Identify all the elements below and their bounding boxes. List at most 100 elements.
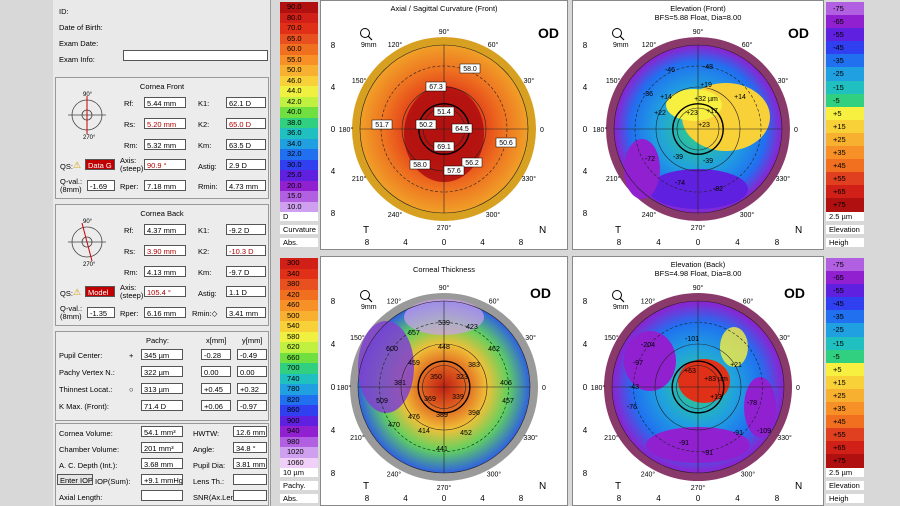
elevation-front-map[interactable]: 90° 60° 30° 0 330° 300° 270° 240° 210° 180° 150° 12… xyxy=(572,0,824,250)
scale-step: -65 xyxy=(826,15,864,29)
pachy-row-x: +0.06 xyxy=(201,400,231,411)
map-zone xyxy=(624,139,660,199)
scale-step: 700 xyxy=(280,363,318,374)
pachy-row-x: 0.00 xyxy=(201,366,231,377)
pachy-row-y: +0.32 xyxy=(237,383,267,394)
degree-label: 180° xyxy=(591,384,606,392)
front-rs-label: Rs: xyxy=(124,120,136,129)
temporal-label: T xyxy=(363,225,369,236)
scale-step: 660 xyxy=(280,352,318,363)
front-rm-label: Rm: xyxy=(124,141,138,150)
scale-step: 740 xyxy=(280,373,318,384)
scale-step: -35 xyxy=(826,54,864,68)
enter-iop-button[interactable]: Enter IOP xyxy=(57,474,93,485)
scale-step: 500 xyxy=(280,310,318,321)
exam-date-label: Exam Date: xyxy=(59,39,99,48)
degree-label: 210° xyxy=(352,175,367,183)
back-rf-label: Rf: xyxy=(124,226,134,235)
scale-step: +15 xyxy=(826,375,864,389)
scale-step: -15 xyxy=(826,336,864,350)
curvature-color-scale: 90.0 80.0 70.0 65.0 60.0 55.0 50.0 46.0 44.0 42.0… xyxy=(280,2,318,212)
y-tick-label: 0 xyxy=(331,125,336,134)
map-value-label: -43 xyxy=(629,384,639,391)
degree-label: 270° xyxy=(437,484,452,492)
map-value-box xyxy=(425,81,447,92)
elev-back-scale-type: Heigh xyxy=(826,494,864,503)
back-qs-badge[interactable]: Model xyxy=(85,286,115,297)
y-tick-label: 8 xyxy=(331,41,336,50)
scale-step: -25 xyxy=(826,323,864,337)
scale-step: +45 xyxy=(826,415,864,429)
front-axis-value: 90.9 ° xyxy=(144,159,186,170)
temporal-label: T xyxy=(615,481,621,492)
axial-value xyxy=(141,490,183,501)
front-qs-badge[interactable]: Data G xyxy=(85,159,115,170)
id-label: ID: xyxy=(59,7,69,16)
front-k1-label: K1: xyxy=(198,99,210,108)
map-value-label: -78 xyxy=(747,400,757,407)
exam-info-field[interactable] xyxy=(123,50,268,61)
scale-step: -55 xyxy=(826,28,864,42)
pachy-scale-type: Abs. xyxy=(280,494,318,503)
map-value-label: +23 xyxy=(686,110,698,117)
degree-label: 30° xyxy=(525,334,536,342)
pachy-row-y: -0.97 xyxy=(237,400,267,411)
back-k2-label: K2: xyxy=(198,247,210,256)
map-canvas: 90° 60° 30° 0 330° 300° 270° 240° 210° 180° 150° 12… xyxy=(331,284,546,503)
pachy-row-label: Pachy Vertex N.: xyxy=(59,368,115,377)
map-value-label: 657 xyxy=(408,330,420,337)
scale-step: -5 xyxy=(826,93,864,107)
cornea-front-section: Cornea Front 90° 270° Rf: 5.44 mm K1: 62… xyxy=(55,77,269,199)
degree-label: 300° xyxy=(741,471,756,479)
temporal-label: T xyxy=(363,481,369,492)
elev-front-title: Elevation (Front) xyxy=(670,4,726,13)
elevation-back-map[interactable]: 90° 60° 30° 0 330° 300° 270° 240° 210° 180° 150° 12… xyxy=(572,256,824,506)
pupil-circle xyxy=(672,103,724,155)
axial-label: Axial Length: xyxy=(59,493,103,502)
map-value-label: -76 xyxy=(627,404,637,411)
scale-step: +25 xyxy=(826,388,864,403)
map-value-label: +22 xyxy=(654,110,666,117)
back-rf-value: 4.37 mm xyxy=(144,224,186,235)
scale-step: 820 xyxy=(280,394,318,405)
map-value-box xyxy=(415,119,437,130)
y-tick-label: 4 xyxy=(583,340,588,349)
scale-step: 980 xyxy=(280,436,318,447)
x-tick-label: 0 xyxy=(442,238,447,247)
elevation-front-color-scale: -75 -65 -55 -45 -35 -25 -15 -5 +5 +15 +25 +35 +45 +55… xyxy=(826,2,864,212)
y-tick-label: 4 xyxy=(331,83,336,92)
cornea-back-title: Cornea Back xyxy=(140,209,184,218)
scale-step: 40.0 xyxy=(280,107,318,118)
degree-label: 30° xyxy=(779,334,790,342)
degree-label: 90° xyxy=(693,28,704,36)
map-value-box xyxy=(409,159,431,170)
elev-front-scale-unit: 2.5 µm xyxy=(826,212,864,221)
scale-step: -45 xyxy=(826,41,864,55)
elev-front-od-label: OD xyxy=(788,25,809,41)
map-value-box xyxy=(443,165,465,176)
map-value-label: -91 xyxy=(733,430,743,437)
scale-step: -25 xyxy=(826,67,864,81)
map-value-label: +21 xyxy=(730,362,742,369)
elev-back-scale-name: Elevation xyxy=(826,481,864,490)
x-tick-label: 4 xyxy=(480,238,485,247)
y-tick-label: 8 xyxy=(583,297,588,306)
axial-curvature-map[interactable]: 90° 60° 30° 0 330° 300° 270° 240° 210° 180° 150° 12… xyxy=(320,0,568,250)
degree-label: 150° xyxy=(606,77,621,85)
magnifier-icon xyxy=(360,290,373,303)
map-value-box xyxy=(371,119,393,130)
degree-label: 330° xyxy=(776,175,791,183)
y-tick-label: 4 xyxy=(583,167,588,176)
corneal-thickness-map[interactable]: 90° 60° 30° 0 330° 300° 270° 240° 210° 180° 150° 12… xyxy=(320,256,568,506)
back-rm-value: 4.13 mm xyxy=(144,266,186,277)
scale-step: 80.0 xyxy=(280,12,318,23)
curvature-scale-type: Abs. xyxy=(280,238,318,247)
degree-label: 240° xyxy=(642,211,657,219)
x-tick-label: 0 xyxy=(696,494,701,503)
map-value-label: 350 xyxy=(430,374,442,381)
pachy-row-x: -0.28 xyxy=(201,349,231,360)
degree-label: 270° xyxy=(437,224,452,232)
degree-label: 210° xyxy=(350,434,365,442)
magnifier-icon xyxy=(360,28,373,41)
pachy-row-y: -0.49 xyxy=(237,349,267,360)
